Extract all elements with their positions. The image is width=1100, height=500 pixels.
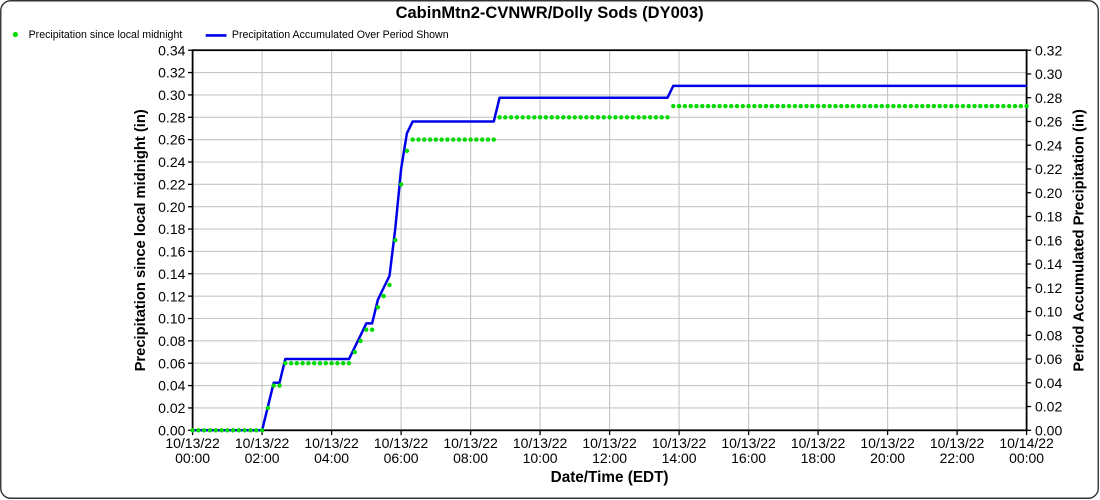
svg-text:0.14: 0.14 xyxy=(158,266,185,282)
svg-text:0.10: 0.10 xyxy=(158,311,185,327)
svg-text:0.12: 0.12 xyxy=(158,288,185,304)
svg-text:Precipitation Accumulated Over: Precipitation Accumulated Over Period Sh… xyxy=(232,29,449,41)
svg-text:00:00: 00:00 xyxy=(175,450,210,466)
svg-text:10/13/22: 10/13/22 xyxy=(860,435,915,451)
svg-text:0.04: 0.04 xyxy=(158,378,185,394)
svg-text:0.16: 0.16 xyxy=(158,244,185,260)
svg-text:10:00: 10:00 xyxy=(523,450,558,466)
svg-text:Precipitation since local midn: Precipitation since local midnight (in) xyxy=(133,109,149,371)
svg-text:0.08: 0.08 xyxy=(1035,327,1062,343)
svg-text:0.06: 0.06 xyxy=(158,355,185,371)
svg-text:14:00: 14:00 xyxy=(662,450,697,466)
svg-text:04:00: 04:00 xyxy=(314,450,349,466)
svg-text:10/13/22: 10/13/22 xyxy=(582,435,637,451)
svg-text:0.02: 0.02 xyxy=(158,400,185,416)
svg-text:10/13/22: 10/13/22 xyxy=(374,435,429,451)
svg-text:00:00: 00:00 xyxy=(1009,450,1044,466)
svg-text:22:00: 22:00 xyxy=(940,450,975,466)
svg-text:0.34: 0.34 xyxy=(158,42,185,58)
svg-text:20:00: 20:00 xyxy=(870,450,905,466)
svg-text:0.12: 0.12 xyxy=(1035,280,1062,296)
svg-text:0.10: 0.10 xyxy=(1035,304,1062,320)
svg-text:0.22: 0.22 xyxy=(158,176,185,192)
svg-text:0.20: 0.20 xyxy=(158,199,185,215)
svg-text:0.08: 0.08 xyxy=(158,333,185,349)
svg-text:CabinMtn2-CVNWR/Dolly Sods (DY: CabinMtn2-CVNWR/Dolly Sods (DY003) xyxy=(396,4,704,22)
svg-text:0.24: 0.24 xyxy=(158,154,185,170)
svg-text:10/14/22: 10/14/22 xyxy=(999,435,1054,451)
svg-text:18:00: 18:00 xyxy=(801,450,836,466)
svg-text:0.20: 0.20 xyxy=(1035,185,1062,201)
svg-text:0.26: 0.26 xyxy=(158,132,185,148)
svg-text:08:00: 08:00 xyxy=(453,450,488,466)
svg-text:0.28: 0.28 xyxy=(1035,90,1062,106)
svg-text:10/13/22: 10/13/22 xyxy=(652,435,707,451)
svg-text:0.22: 0.22 xyxy=(1035,161,1062,177)
svg-text:0.14: 0.14 xyxy=(1035,256,1062,272)
svg-text:0.24: 0.24 xyxy=(1035,137,1062,153)
svg-text:10/13/22: 10/13/22 xyxy=(443,435,498,451)
svg-text:12:00: 12:00 xyxy=(592,450,627,466)
svg-text:10/13/22: 10/13/22 xyxy=(930,435,985,451)
svg-text:0.30: 0.30 xyxy=(158,87,185,103)
svg-text:0.18: 0.18 xyxy=(158,221,185,237)
svg-text:0.30: 0.30 xyxy=(1035,66,1062,82)
svg-text:Date/Time (EDT): Date/Time (EDT) xyxy=(551,469,669,486)
svg-text:0.02: 0.02 xyxy=(1035,399,1062,415)
svg-text:10/13/22: 10/13/22 xyxy=(235,435,290,451)
svg-text:Period Accumulated Precipitati: Period Accumulated Precipitation (in) xyxy=(1071,109,1087,372)
svg-text:0.00: 0.00 xyxy=(1035,422,1062,438)
svg-text:02:00: 02:00 xyxy=(245,450,280,466)
svg-text:06:00: 06:00 xyxy=(384,450,419,466)
svg-text:0.32: 0.32 xyxy=(158,65,185,81)
svg-text:10/13/22: 10/13/22 xyxy=(721,435,776,451)
svg-text:10/13/22: 10/13/22 xyxy=(304,435,359,451)
svg-text:10/13/22: 10/13/22 xyxy=(165,435,220,451)
svg-text:0.00: 0.00 xyxy=(158,422,185,438)
svg-text:16:00: 16:00 xyxy=(731,450,766,466)
svg-text:0.16: 0.16 xyxy=(1035,232,1062,248)
svg-text:10/13/22: 10/13/22 xyxy=(791,435,846,451)
svg-text:0.26: 0.26 xyxy=(1035,114,1062,130)
svg-text:0.18: 0.18 xyxy=(1035,209,1062,225)
svg-text:10/13/22: 10/13/22 xyxy=(513,435,568,451)
svg-text:Precipitation since local midn: Precipitation since local midnight xyxy=(29,29,183,41)
svg-text:0.04: 0.04 xyxy=(1035,375,1062,391)
svg-text:0.32: 0.32 xyxy=(1035,42,1062,58)
svg-text:0.06: 0.06 xyxy=(1035,351,1062,367)
svg-text:0.28: 0.28 xyxy=(158,109,185,125)
